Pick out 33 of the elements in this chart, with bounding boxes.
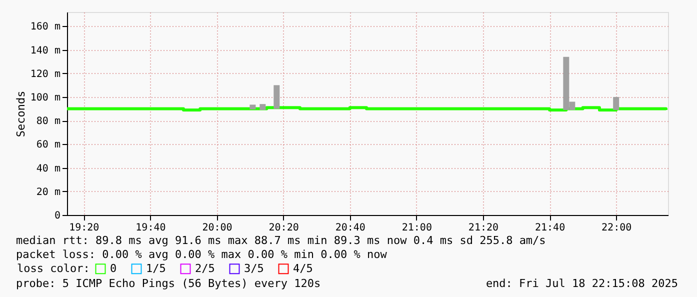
x-tick-label: 20:20 (268, 222, 299, 234)
bar (613, 96, 620, 110)
x-tick-label: 21:40 (534, 222, 566, 234)
y-tick-label: 120 m (30, 68, 60, 80)
legend-label: 0 (110, 262, 117, 275)
legend-label: 3/5 (244, 262, 264, 275)
bar (250, 104, 256, 110)
x-tick-label: 20:00 (202, 222, 232, 234)
text: probe: 5 ICMP Echo Pings (56 Bytes) every 120s (16, 277, 321, 290)
text: median rtt: 89.8 ms avg 91.6 ms max 88.7 ms min 89.3 ms now 0.4 ms sd 255.8 am/s (16, 234, 546, 247)
y-tick-label: 20 m (36, 186, 60, 198)
y-tick-label: 140 m (30, 45, 60, 56)
legend-label: 4/5 (293, 262, 313, 275)
x-tick-label: 22:00 (602, 222, 632, 234)
legend-label: 1/5 (146, 262, 166, 275)
y-tick-label: 60 m (36, 140, 60, 151)
legend-label: 2/5 (195, 262, 215, 275)
x-tick-label: 19:40 (136, 222, 166, 234)
x-tick-label: 19:20 (69, 222, 100, 234)
y-tick-label: 0 (54, 210, 60, 222)
y-tick-label: 40 m (36, 163, 60, 174)
y-tick-label: 100 m (30, 92, 60, 104)
text: packet loss: 0.00 % avg 0.00 % max 0.00 % min 0.00 % now (16, 248, 388, 261)
bar (274, 85, 280, 109)
x-tick-label: 21:20 (468, 222, 499, 234)
text: end: Fri Jul 18 22:15:08 2025 (486, 277, 678, 290)
bar (260, 104, 266, 110)
x-tick-label: 20:40 (335, 222, 366, 234)
y-tick-label: 160 m (30, 22, 60, 33)
legend-title: loss color: (17, 262, 90, 275)
y-tick-label: 80 m (36, 116, 60, 128)
y-axis-title: Seconds (14, 90, 28, 138)
x-tick-label: 21:00 (402, 222, 432, 234)
